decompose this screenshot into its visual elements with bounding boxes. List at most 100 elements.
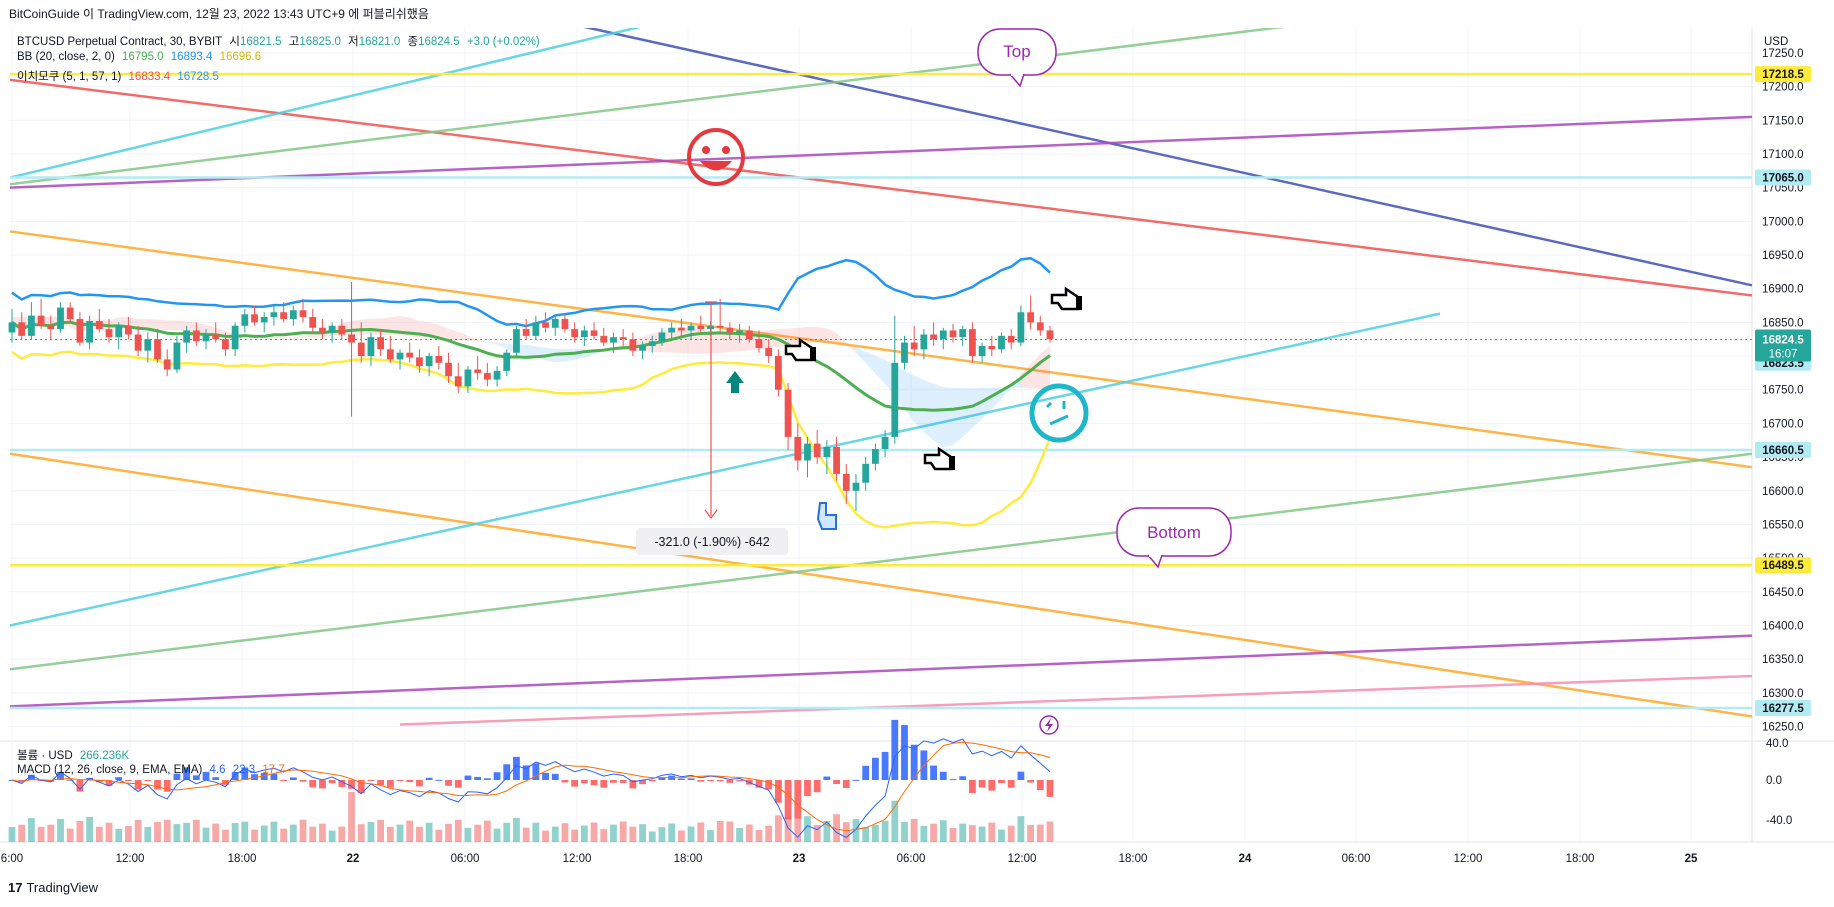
macd-histogram-bar xyxy=(47,780,55,782)
price-tick-label: 16450.0 xyxy=(1762,587,1804,599)
pointing-hand-icon xyxy=(784,337,816,362)
ichimoku-legend[interactable]: 이치모쿠 (5, 1, 57, 1) 16833.4 16728.5 xyxy=(17,68,223,84)
candle-body xyxy=(406,352,414,358)
price-tick-label: 16700.0 xyxy=(1762,418,1804,430)
candle-body xyxy=(260,316,268,323)
cloud-segment xyxy=(846,342,856,354)
flash-icon xyxy=(1039,715,1059,735)
macd-histogram-bar xyxy=(260,772,268,780)
volume-bar xyxy=(192,819,200,842)
candle-body xyxy=(454,376,462,387)
candle-body xyxy=(930,334,937,340)
ichimoku-b-value: 16728.5 xyxy=(177,71,219,83)
volume-bar xyxy=(328,830,336,842)
macd-histogram-bar xyxy=(134,780,142,790)
macd-histogram-bar xyxy=(416,780,423,787)
cloud-segment xyxy=(283,337,294,339)
price-tick-label: 17250.0 xyxy=(1762,48,1804,60)
bb-basis-value: 16795.0 xyxy=(122,51,164,63)
macd-histogram-bar xyxy=(309,780,317,788)
candle-body xyxy=(522,329,530,336)
macd-histogram-bar xyxy=(348,780,355,789)
candle-body xyxy=(396,352,404,360)
candle-body xyxy=(736,330,743,333)
cloud-segment xyxy=(972,387,983,428)
price-tick-label: 16550.0 xyxy=(1762,519,1804,531)
macd-histogram-bar xyxy=(804,780,811,797)
volume-bar xyxy=(483,820,491,842)
macd-histogram-bar xyxy=(464,775,472,780)
cloud-segment xyxy=(477,339,488,343)
candle-body xyxy=(1017,312,1025,343)
macd-histogram-bar xyxy=(648,780,656,782)
macd-histogram-bar xyxy=(998,780,1005,784)
macd-legend[interactable]: MACD (12, 26, close, 9, EMA, EMA) 4.6 22… xyxy=(17,764,289,776)
volume-bar xyxy=(1046,821,1054,842)
time-tick-label: 24 xyxy=(1239,853,1252,865)
cloud-segment xyxy=(361,318,371,335)
macd-histogram-bar xyxy=(988,780,996,791)
candle-body xyxy=(474,369,482,373)
volume-bar xyxy=(76,821,84,842)
bb-lower-value: 16696.6 xyxy=(219,51,262,63)
brand-label: TradingView xyxy=(26,880,99,895)
volume-bar xyxy=(658,827,666,842)
macd-histogram-bar xyxy=(18,780,26,783)
price-tag-box xyxy=(1755,700,1811,717)
volume-bar xyxy=(493,828,501,842)
macd-histogram-bar xyxy=(57,771,64,780)
volume-bar xyxy=(765,825,773,842)
volume-bar xyxy=(309,826,317,842)
candle-body xyxy=(639,345,646,351)
candle-body xyxy=(86,321,94,343)
candle-body xyxy=(66,307,74,320)
candle-body xyxy=(881,436,889,450)
bb-legend[interactable]: BB (20, close, 2, 0) 16795.0 16893.4 166… xyxy=(17,51,265,63)
macd-tick-label: 0.0 xyxy=(1766,775,1782,787)
volume-bar xyxy=(66,828,74,842)
macd-histogram-bar xyxy=(328,780,336,784)
candle-body xyxy=(319,327,326,333)
volume-bar xyxy=(910,818,918,842)
volume-legend[interactable]: 볼륨 · USD 266.236K xyxy=(17,747,133,763)
measure-label: -321.0 (-1.90%) -642 xyxy=(654,535,769,549)
tradingview-brand[interactable]: 17 TradingView xyxy=(8,880,98,895)
cloud-segment xyxy=(681,326,692,354)
candle-body xyxy=(959,329,967,338)
volume-bar xyxy=(668,823,676,842)
price-tick-label: 16850.0 xyxy=(1762,317,1804,329)
price-tick-label: 16250.0 xyxy=(1762,722,1804,734)
cloud-segment xyxy=(788,327,798,347)
cloud-segment xyxy=(671,326,682,353)
price-tick-label: 17150.0 xyxy=(1762,115,1804,127)
volume-bar xyxy=(95,826,103,842)
time-tick-label: 18:00 xyxy=(1119,853,1148,865)
low-label: 저 xyxy=(348,36,359,48)
macd-histogram-bar xyxy=(231,772,239,780)
volume-bar xyxy=(367,822,375,842)
volume-bar xyxy=(47,824,55,842)
candle-body xyxy=(435,356,443,363)
volume-bar xyxy=(648,831,656,842)
trend-line xyxy=(9,78,1753,297)
volume-bar xyxy=(532,822,540,842)
time-tick-label: 22 xyxy=(347,853,360,865)
symbol-legend[interactable]: BTCUSD Perpetual Contract, 30, BYBIT 시16… xyxy=(17,33,544,49)
candle-body xyxy=(328,325,336,333)
candle-body xyxy=(57,307,64,330)
volume-bar xyxy=(755,830,763,842)
price-tag-label: 17218.5 xyxy=(1762,69,1804,81)
candle-body xyxy=(105,329,113,338)
volume-bar xyxy=(18,824,26,842)
macd-histogram-bar xyxy=(852,779,860,781)
top-bubble-text: Top xyxy=(1003,42,1030,61)
price-tick-label: 16350.0 xyxy=(1762,654,1804,666)
candle-body xyxy=(1027,312,1034,323)
macd-histogram-bar xyxy=(183,767,191,780)
macd-histogram-bar xyxy=(755,780,763,788)
macd-tick-label: 40.0 xyxy=(1766,738,1788,750)
trend-line xyxy=(9,312,1441,627)
time-tick-label: 6:00 xyxy=(1,853,23,865)
macd-histogram-bar xyxy=(901,725,908,780)
